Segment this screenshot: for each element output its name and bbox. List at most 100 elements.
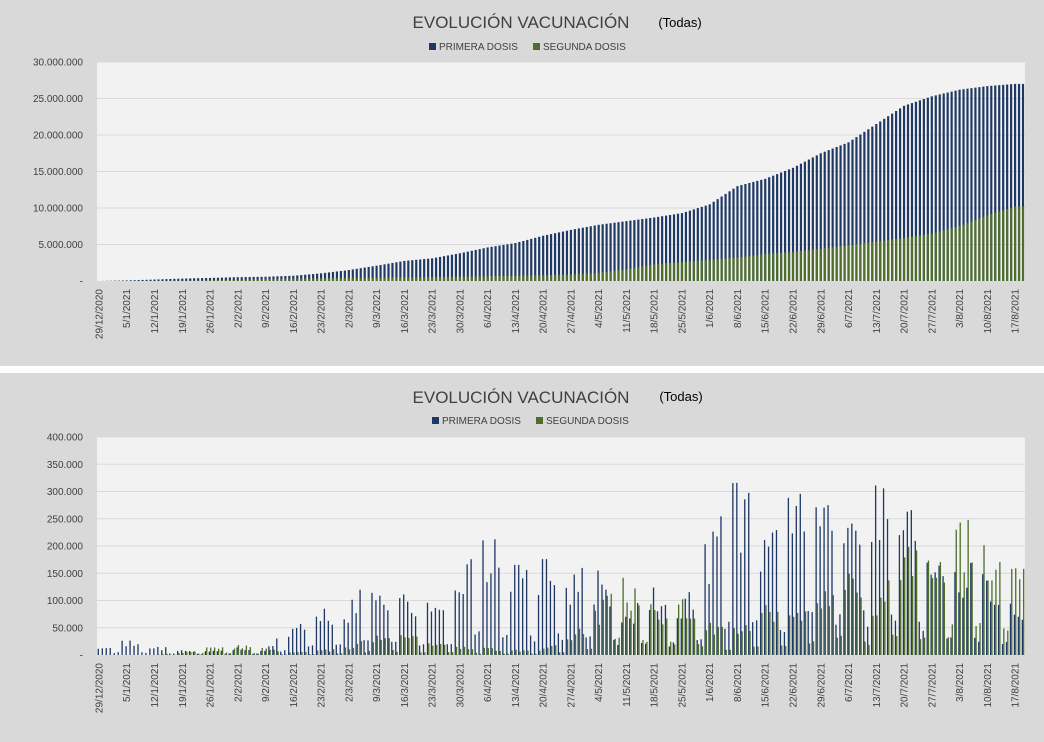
bar-primera-dosis	[926, 97, 929, 281]
bar-segunda-dosis	[300, 278, 303, 281]
bar-primera-dosis	[617, 222, 620, 281]
bar-segunda-dosis	[860, 597, 862, 655]
bar-segunda-dosis	[206, 647, 208, 655]
bar-segunda-dosis	[244, 279, 247, 281]
bar-primera-dosis	[994, 85, 997, 281]
bar-segunda-dosis	[237, 645, 240, 655]
bar-primera-dosis	[823, 151, 826, 281]
bar-primera-dosis	[224, 653, 226, 655]
bar-primera-dosis	[145, 279, 148, 281]
bar-primera-dosis	[545, 559, 548, 655]
bar-primera-dosis	[288, 636, 290, 655]
bar-segunda-dosis	[208, 280, 212, 281]
bar-segunda-dosis	[495, 650, 497, 655]
bar-primera-dosis	[772, 175, 775, 281]
bar-segunda-dosis	[982, 216, 985, 281]
x-tick-label: 29/12/2020	[94, 289, 105, 339]
bar-primera-dosis	[510, 591, 512, 655]
bar-primera-dosis	[569, 604, 571, 655]
legend-label-primera: PRIMERA DOSIS	[439, 42, 518, 53]
bar-primera-dosis	[883, 118, 886, 281]
bar-segunda-dosis	[407, 277, 410, 281]
bar-segunda-dosis	[293, 652, 295, 655]
bar-segunda-dosis	[942, 230, 945, 281]
bar-primera-dosis	[407, 260, 410, 281]
bar-segunda-dosis	[483, 647, 485, 655]
bar-segunda-dosis	[285, 654, 287, 655]
bar-primera-dosis	[672, 642, 675, 655]
bar-segunda-dosis	[990, 214, 993, 281]
bar-segunda-dosis	[1015, 568, 1017, 655]
bar-segunda-dosis	[471, 649, 474, 655]
bar-primera-dosis	[204, 651, 207, 655]
bar-segunda-dosis	[923, 637, 926, 655]
bar-primera-dosis	[434, 607, 437, 655]
bar-segunda-dosis	[376, 635, 378, 655]
bar-primera-dosis	[410, 612, 413, 655]
bar-primera-dosis	[779, 630, 782, 655]
x-tick-label: 9/3/2021	[372, 663, 383, 702]
bar-primera-dosis	[668, 214, 672, 281]
bar-segunda-dosis	[629, 268, 632, 281]
x-tick-label: 8/6/2021	[733, 663, 744, 702]
bar-segunda-dosis	[1002, 210, 1005, 281]
x-tick-label: 25/5/2021	[677, 289, 688, 334]
bar-primera-dosis	[847, 142, 850, 281]
y-tick-label: 5.000.000	[39, 240, 84, 251]
x-tick-label: 20/7/2021	[900, 663, 911, 708]
bar-primera-dosis	[640, 642, 643, 655]
x-tick-label: 17/8/2021	[1011, 663, 1022, 708]
bar-segunda-dosis	[733, 628, 735, 655]
bar-primera-dosis	[133, 645, 135, 655]
x-tick-label: 12/1/2021	[150, 289, 161, 334]
bar-primera-dosis	[450, 254, 454, 281]
bar-primera-dosis	[133, 280, 136, 281]
bar-primera-dosis	[446, 255, 450, 281]
bar-primera-dosis	[232, 277, 235, 281]
x-tick-label: 6/4/2021	[483, 663, 494, 702]
y-tick-label: 300.000	[47, 487, 84, 498]
bar-primera-dosis	[533, 641, 536, 655]
chart-subtitle: (Todas)	[658, 15, 701, 30]
bar-segunda-dosis	[602, 599, 604, 655]
bar-primera-dosis	[105, 648, 107, 655]
bar-primera-dosis	[494, 246, 497, 281]
bar-segunda-dosis	[693, 618, 696, 655]
bar-primera-dosis	[855, 530, 857, 655]
x-tick-label: 27/4/2021	[566, 663, 577, 708]
bar-primera-dosis	[680, 618, 682, 655]
bar-segunda-dosis	[931, 578, 934, 655]
bar-primera-dosis	[522, 240, 525, 281]
bar-primera-dosis	[557, 633, 560, 655]
bar-segunda-dosis	[962, 224, 965, 281]
bar-primera-dosis	[657, 216, 660, 281]
bar-segunda-dosis	[799, 250, 803, 281]
bar-segunda-dosis	[339, 278, 342, 281]
x-tick-label: 13/7/2021	[872, 663, 883, 708]
bar-primera-dosis	[684, 211, 688, 281]
bar-primera-dosis	[212, 277, 216, 281]
bar-primera-dosis	[914, 101, 918, 282]
y-tick-label: 100.000	[47, 596, 84, 607]
bar-segunda-dosis	[685, 618, 688, 655]
bar-segunda-dosis	[773, 621, 775, 655]
bar-primera-dosis	[771, 532, 774, 655]
bar-segunda-dosis	[756, 255, 759, 281]
bar-primera-dosis	[280, 651, 282, 655]
bar-segunda-dosis	[213, 647, 216, 655]
bar-segunda-dosis	[911, 576, 914, 655]
bar-primera-dosis	[454, 253, 457, 281]
bar-segunda-dosis	[561, 274, 565, 281]
bar-primera-dosis	[244, 277, 247, 281]
x-tick-label: 11/5/2021	[622, 289, 633, 333]
bar-primera-dosis	[506, 244, 509, 281]
bar-segunda-dosis	[411, 277, 414, 281]
bar-segunda-dosis	[876, 615, 878, 655]
bar-segunda-dosis	[716, 259, 719, 281]
bar-segunda-dosis	[887, 240, 890, 281]
bar-primera-dosis	[474, 249, 477, 281]
bar-primera-dosis	[510, 243, 513, 281]
bar-primera-dosis	[1017, 616, 1020, 655]
bar-primera-dosis	[902, 530, 905, 655]
y-tick-label: -	[80, 651, 83, 662]
